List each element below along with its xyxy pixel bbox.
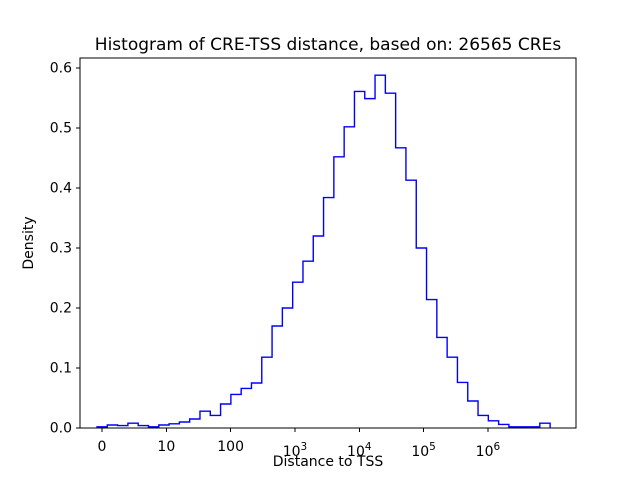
y-axis-label: Density [21, 216, 37, 270]
y-tick-label: 0.3 [50, 241, 72, 257]
x-tick-label: 100 [217, 439, 244, 455]
y-axis: 0.0 0.1 0.2 0.3 0.4 0.5 0.6 [50, 61, 80, 437]
axes-spines [79, 57, 577, 429]
y-tick-label: 0.6 [50, 61, 72, 77]
y-tick-label: 0.4 [50, 181, 72, 197]
x-tick-label: 105 [411, 441, 436, 460]
x-tick-label: 0 [98, 439, 107, 455]
x-axis: 0 10 100 103 104 105 106 [98, 428, 501, 460]
x-tick-label: 10 [157, 439, 175, 455]
chart-title: Histogram of CRE-TSS distance, based on:… [94, 35, 562, 55]
y-tick-label: 0.2 [50, 301, 72, 317]
histogram-step-line [96, 74, 551, 428]
y-tick-label: 0.1 [50, 361, 72, 377]
x-tick-label: 106 [476, 441, 501, 460]
y-tick-label: 0.5 [50, 121, 72, 137]
x-axis-label: Distance to TSS [272, 454, 384, 470]
x-tick-label: 103 [283, 441, 308, 460]
x-tick-label: 104 [347, 441, 372, 460]
y-tick-label: 0.0 [50, 421, 72, 437]
